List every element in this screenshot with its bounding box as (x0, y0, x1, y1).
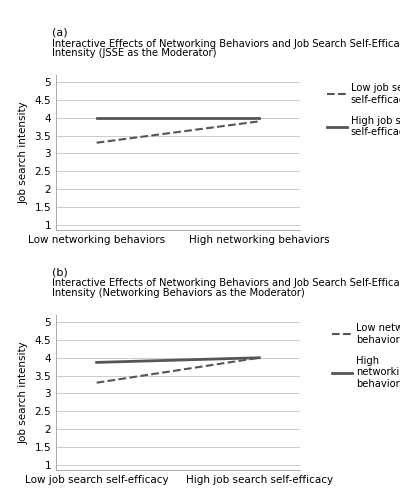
Legend: Low networki
behaviors, High
networking
behaviors: Low networki behaviors, High networking … (332, 323, 400, 389)
Text: Interactive Effects of Networking Behaviors and Job Search Self-Efficacy (JSSE) : Interactive Effects of Networking Behavi… (52, 278, 400, 288)
Text: Intensity (JSSE as the Moderator): Intensity (JSSE as the Moderator) (52, 48, 216, 58)
Text: (a): (a) (52, 28, 68, 38)
Text: Interactive Effects of Networking Behaviors and Job Search Self-Efficacy (JSSE) : Interactive Effects of Networking Behavi… (52, 38, 400, 48)
Y-axis label: Job search intensity: Job search intensity (19, 101, 29, 204)
Text: (b): (b) (52, 268, 68, 278)
Text: Intensity (Networking Behaviors as the Moderator): Intensity (Networking Behaviors as the M… (52, 288, 305, 298)
Legend: Low job searc
self-efficacy, High job searc
self-efficacy: Low job searc self-efficacy, High job se… (326, 83, 400, 138)
Y-axis label: Job search intensity: Job search intensity (19, 341, 29, 444)
